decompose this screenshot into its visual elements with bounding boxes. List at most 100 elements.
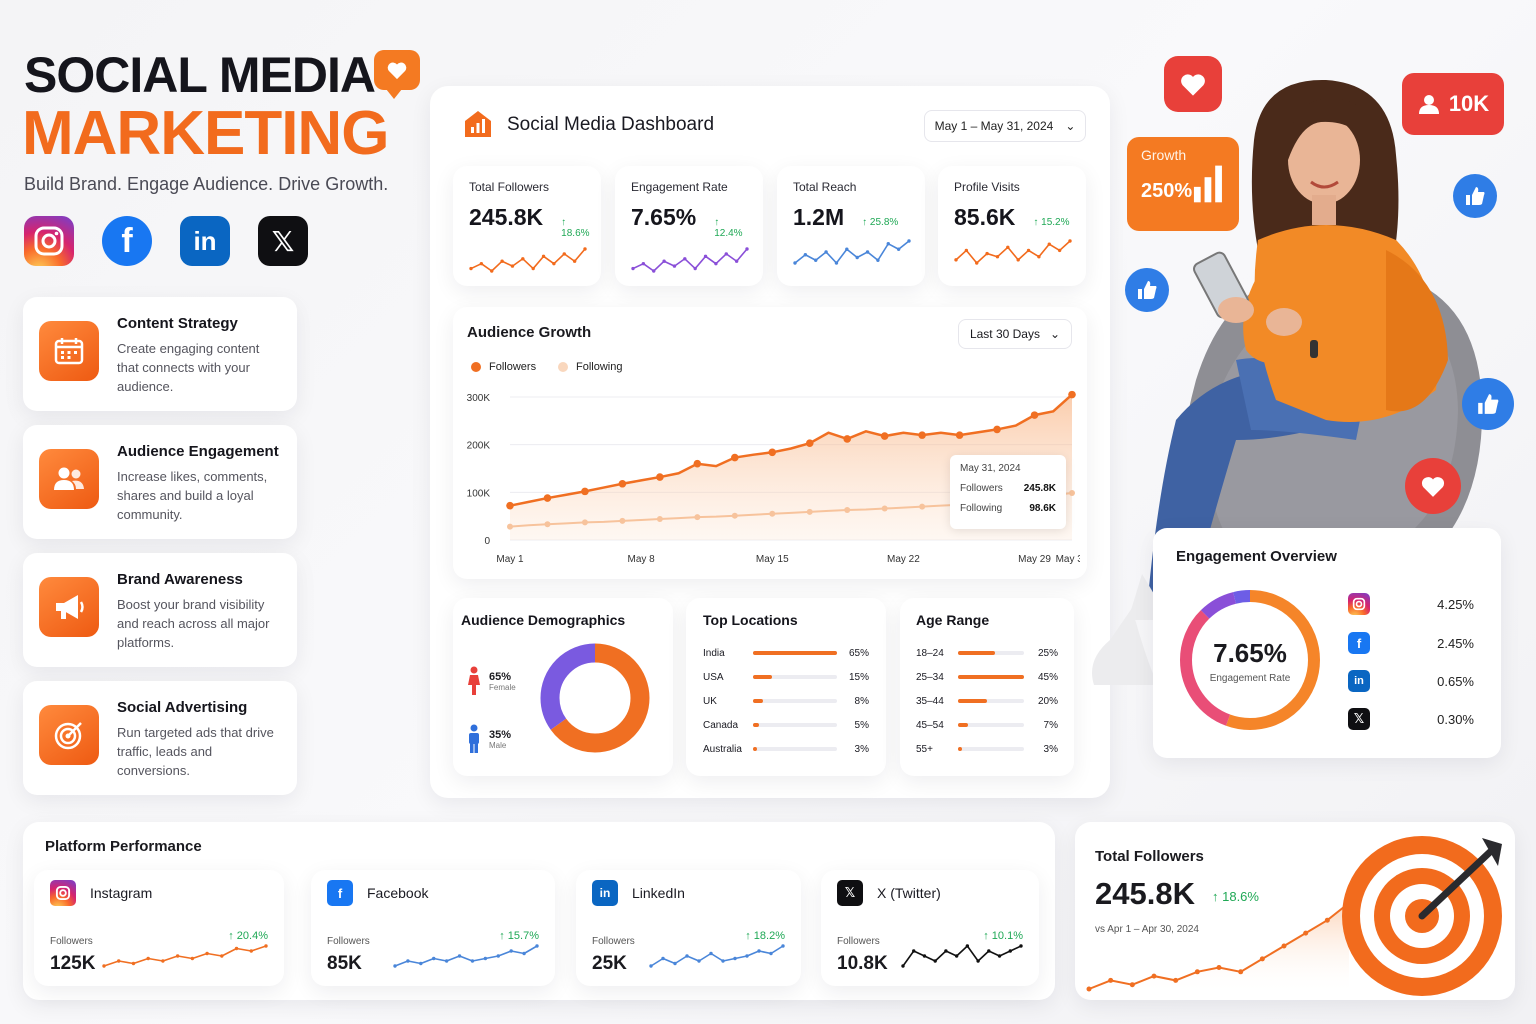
sparkline-point — [876, 258, 880, 262]
tooltip-date: May 31, 2024 — [960, 463, 1021, 474]
data-point-following — [581, 519, 588, 526]
bar-track — [958, 699, 1024, 703]
kpi-card-total-reach[interactable]: Total Reach 1.2M ↑ 25.8% — [777, 166, 925, 286]
sparkline-point — [975, 261, 979, 265]
feature-description: Create engaging content that connects wi… — [117, 341, 260, 394]
engagement-row-x: 𝕏 0.30% — [1348, 708, 1474, 730]
engagement-donut-chart — [1180, 590, 1320, 730]
sparkline-point — [490, 269, 494, 273]
sparkline-point — [1016, 258, 1020, 262]
sparkline-point — [703, 254, 708, 259]
sparkline-point — [249, 949, 253, 953]
facebook-icon[interactable]: f — [102, 216, 152, 266]
sparkline-point — [724, 252, 728, 256]
bar-fill — [753, 651, 837, 655]
bar-row: 18–24 25% — [916, 641, 1058, 665]
male-pct: 35% — [489, 728, 512, 741]
sparkline-point — [641, 261, 646, 266]
platform-card-linkedin[interactable]: in LinkedIn Followers 25K ↑ 18.2% — [576, 870, 801, 986]
platform-card-instagram[interactable]: Instagram Followers 125K ↑ 20.4% — [34, 870, 284, 986]
bar-track — [958, 747, 1024, 751]
tooltip-following-label: Following — [960, 503, 1003, 514]
sparkline-point — [997, 954, 1002, 958]
kpi-label: Profile Visits — [954, 180, 1020, 194]
sparkline-path — [650, 945, 784, 967]
x-tick-label: May 29 — [1018, 554, 1051, 565]
bar-value: 65% — [848, 647, 869, 659]
date-range-select[interactable]: May 1 – May 31, 2024 ⌄ — [924, 110, 1086, 142]
sparkline-point — [652, 269, 656, 273]
age-range-title: Age Range — [916, 612, 990, 628]
bar-label: Canada — [703, 719, 739, 731]
sparkline-path — [394, 945, 538, 967]
gender-donut-chart — [540, 643, 650, 753]
bar-label: 18–24 — [916, 647, 944, 659]
series-line-followers — [509, 393, 1073, 507]
sparkline-point — [161, 959, 165, 963]
data-point-followers — [880, 432, 889, 440]
bar-fill — [958, 747, 963, 751]
instagram-icon[interactable] — [24, 216, 74, 266]
bar-track — [958, 723, 1024, 727]
legend-label: Followers — [489, 361, 537, 373]
feature-card-audience-engagement[interactable]: Audience Engagement Increase likes, comm… — [23, 425, 297, 539]
bar-fill — [753, 699, 764, 703]
total-followers-point — [1259, 956, 1265, 962]
feature-description: Increase likes, comments, shares and bui… — [117, 469, 268, 522]
bar-row: USA 15% — [703, 665, 869, 689]
bar-label: 35–44 — [916, 695, 944, 707]
data-point-followers — [993, 425, 1001, 434]
x-tick-label: May 8 — [628, 554, 656, 565]
kpi-delta: ↑ 15.2% — [1033, 217, 1070, 228]
total-followers-point — [1129, 982, 1135, 988]
kpi-card-profile-visits[interactable]: Profile Visits 85.6K ↑ 15.2% — [938, 166, 1086, 286]
chevron-down-icon: ⌄ — [1065, 119, 1076, 133]
sparkline-point — [757, 949, 761, 953]
chart-tooltip: May 31, 2024 Followers 245.8K Following 98… — [950, 455, 1066, 529]
kpi-card-total-followers[interactable]: Total Followers 245.8K ↑ 18.6% — [453, 166, 601, 286]
sparkline-point — [102, 964, 106, 968]
feature-card-content-strategy[interactable]: Content Strategy Create engaging content… — [23, 297, 297, 411]
bar-label: UK — [703, 695, 717, 707]
sparkline-point — [496, 954, 500, 958]
platform-sparkline — [393, 944, 539, 968]
male-stat: 35% Male — [467, 724, 511, 754]
sparkline-point — [662, 259, 666, 263]
sparkline-point — [479, 261, 484, 266]
platform-performance-title: Platform Performance — [45, 838, 202, 855]
sparkline-point — [175, 954, 180, 958]
platform-name: X (Twitter) — [877, 885, 941, 901]
feature-card-brand-awareness[interactable]: Brand Awareness Boost your brand visibil… — [23, 553, 297, 667]
linkedin-icon[interactable]: in — [180, 216, 230, 266]
sparkline-point — [541, 254, 546, 259]
period-select[interactable]: Last 30 Days ⌄ — [958, 319, 1072, 349]
kpi-card-engagement-rate[interactable]: Engagement Rate 7.65% ↑ 12.4% — [615, 166, 763, 286]
sparkline-point — [922, 954, 927, 958]
platform-card-x[interactable]: 𝕏 X (Twitter) Followers 10.8K ↑ 10.1% — [821, 870, 1039, 986]
data-point-following — [806, 508, 813, 515]
sparkline-point — [697, 959, 701, 963]
sparkline-point — [1037, 255, 1041, 259]
sparkline-point — [987, 949, 991, 953]
legend-following[interactable]: Following — [558, 361, 622, 373]
target-arrow-icon — [1342, 836, 1502, 996]
sparkline-point — [470, 959, 475, 963]
locations-title: Top Locations — [703, 612, 798, 628]
x-icon[interactable]: 𝕏 — [258, 216, 308, 266]
feature-card-social-advertising[interactable]: Social Advertising Run targeted ads that… — [23, 681, 297, 795]
bar-value: 15% — [848, 671, 869, 683]
bar-fill — [753, 723, 760, 727]
bar-value: 25% — [1037, 647, 1058, 659]
legend-followers[interactable]: Followers — [471, 361, 536, 373]
data-point-following — [694, 514, 701, 521]
sparkline-point — [901, 964, 905, 968]
platform-card-facebook[interactable]: f Facebook Followers 85K ↑ 15.7% — [311, 870, 555, 986]
chevron-down-icon: ⌄ — [1049, 327, 1061, 341]
sparkline-point — [855, 255, 859, 260]
sparkline-path — [632, 248, 748, 272]
x-icon: 𝕏 — [837, 880, 863, 906]
bar-label: 45–54 — [916, 719, 944, 731]
demographics-title: Audience Demographics — [461, 612, 626, 628]
audience-growth-title: Audience Growth — [467, 324, 592, 341]
platform-sparkline — [901, 944, 1023, 968]
